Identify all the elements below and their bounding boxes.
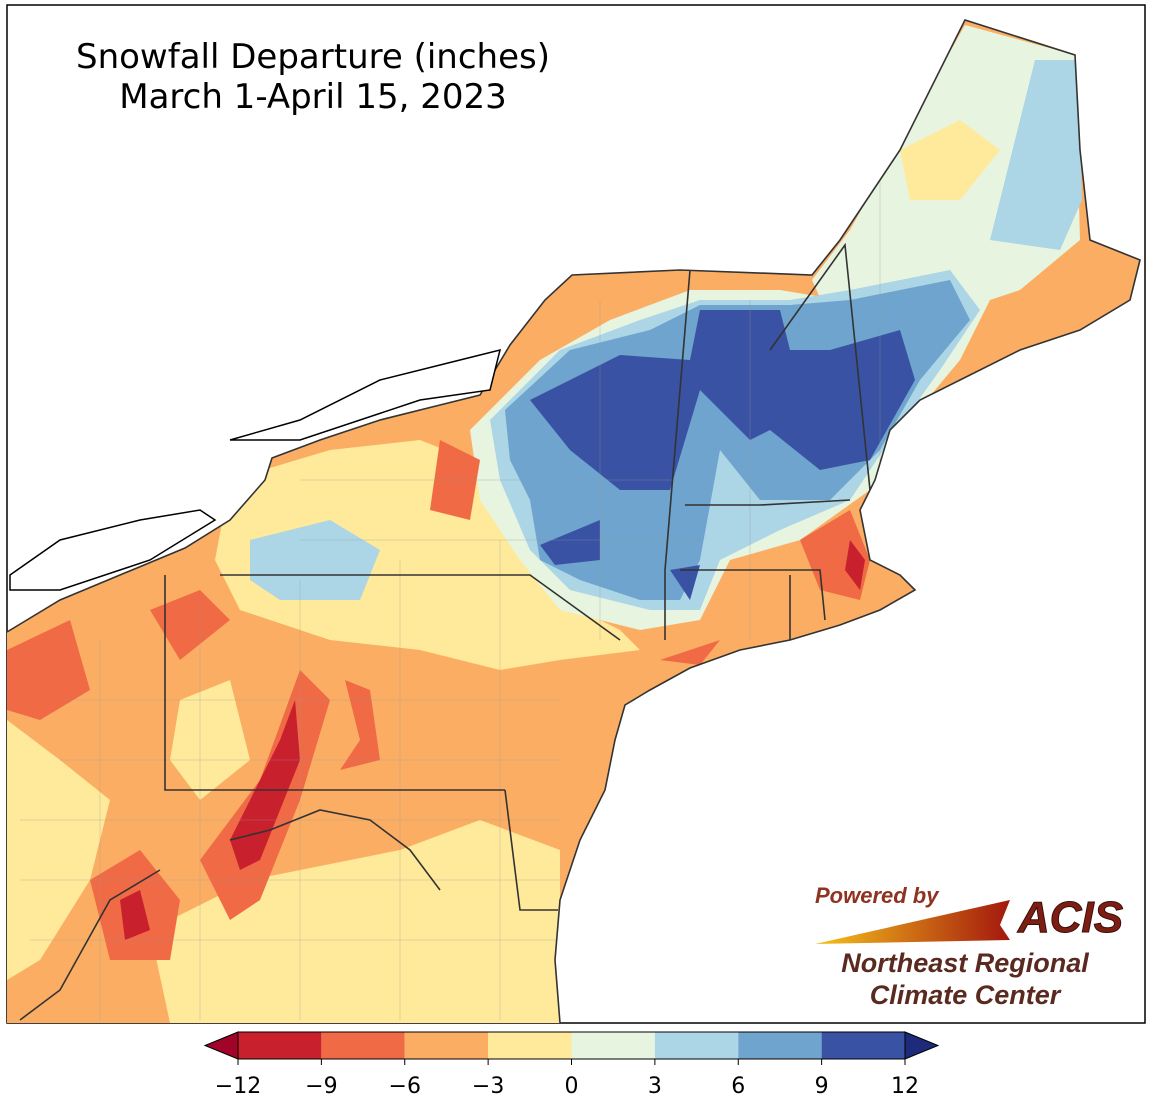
fill-orange-red — [150, 590, 230, 660]
fill-yellow — [7, 720, 110, 980]
state-borders — [19, 242, 871, 1021]
colorbar-tick-label: 9 — [815, 1074, 829, 1099]
colorbar-segment — [488, 1032, 572, 1059]
colorbar-segment — [571, 1032, 655, 1059]
fill-dark-blue — [540, 520, 600, 565]
colorbar-tick-label: −9 — [305, 1074, 337, 1099]
colorbar-segment — [738, 1032, 822, 1059]
coastline — [6, 19, 1141, 1024]
colorbar-tick-label: 0 — [565, 1074, 579, 1099]
fill-dark-blue — [670, 565, 700, 600]
logo-swoosh — [815, 900, 1010, 944]
colorbar-segment — [404, 1032, 489, 1059]
colorbar-tick-label: 12 — [891, 1074, 919, 1099]
fill-light-blue — [990, 60, 1082, 250]
logo-powered-by: Powered by — [815, 883, 940, 908]
colorbar-segment — [321, 1032, 405, 1059]
lakes — [9, 348, 502, 591]
logo-name: ACIS — [1017, 893, 1123, 942]
fill-yellow — [900, 120, 1000, 200]
colorbar-tick-label: 3 — [648, 1074, 662, 1099]
colorbar: −12 −9 −6 −3 0 3 6 9 12 — [203, 1031, 940, 1099]
fill-orange-red — [7, 620, 90, 720]
colorbar-tick-label: −12 — [215, 1074, 261, 1099]
map-subtitle: March 1-April 15, 2023 — [119, 77, 507, 117]
colorbar-segment — [821, 1032, 905, 1059]
fill-red — [230, 700, 300, 870]
map-title: Snowfall Departure (inches) — [76, 37, 550, 77]
colorbar-under-arrow — [203, 1031, 239, 1060]
colorbar-segment — [654, 1032, 739, 1059]
fill-orange-red — [340, 680, 380, 770]
colorbar-over-arrow — [904, 1031, 940, 1060]
fill-orange-red — [660, 640, 720, 665]
fill-red — [120, 890, 150, 940]
fill-dark-blue — [530, 310, 915, 490]
fill-red — [845, 540, 865, 590]
fill-yellow — [150, 820, 560, 1023]
colorbar-segment — [238, 1032, 322, 1059]
acis-logo: Powered by ACIS Northeast Regional Clima… — [815, 883, 1124, 1010]
colorbar-tick-label: 6 — [731, 1074, 745, 1099]
fill-yellow — [170, 680, 250, 800]
logo-org-line2: Climate Center — [870, 980, 1062, 1010]
colorbar-tick-label: −6 — [389, 1074, 421, 1099]
logo-org-line1: Northeast Regional — [841, 948, 1089, 978]
fill-yellow — [215, 440, 640, 670]
colorbar-tick-label: −3 — [472, 1074, 504, 1099]
